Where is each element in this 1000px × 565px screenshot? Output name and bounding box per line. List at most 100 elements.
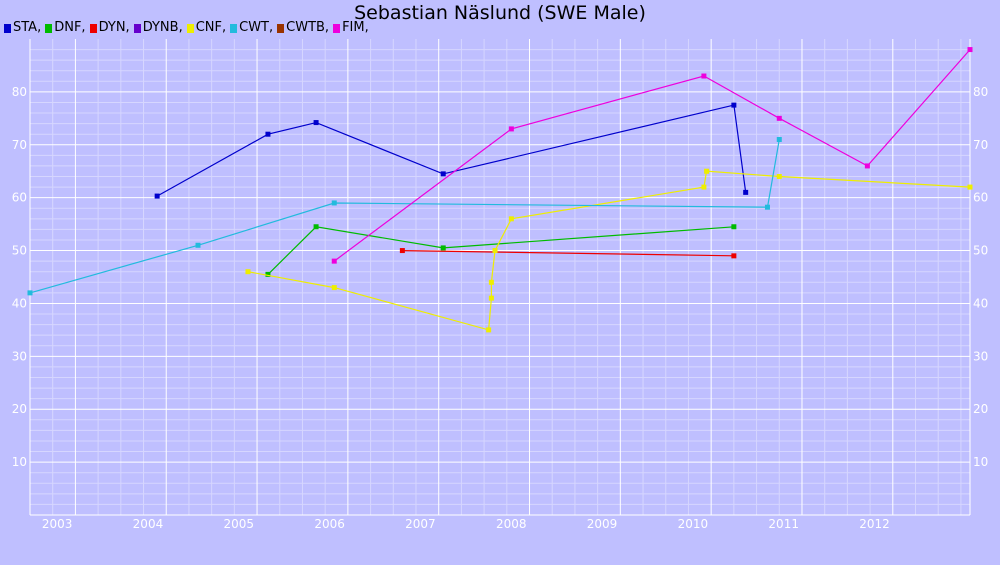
data-point — [486, 327, 492, 333]
series-line — [29, 139, 780, 294]
series-cnf — [245, 168, 973, 333]
y-tick-label-right: 20 — [973, 402, 988, 416]
legend-swatch — [186, 23, 194, 33]
y-tick-label-left: 10 — [12, 455, 27, 469]
tick-labels: 10 10 20 20 30 30 40 40 50 50 60 60 70 70 80 80 2003 2004… — [12, 85, 989, 531]
data-point — [492, 248, 498, 254]
data-point — [776, 115, 782, 121]
y-tick-label-right: 70 — [973, 138, 988, 152]
data-point — [488, 279, 494, 285]
x-tick-label: 2007 — [405, 517, 436, 531]
data-point — [508, 126, 514, 132]
data-point — [313, 224, 319, 230]
data-point — [265, 271, 271, 277]
data-point — [27, 290, 33, 296]
data-point — [776, 174, 782, 180]
y-tick-label-right: 80 — [973, 85, 988, 99]
series-line — [267, 226, 734, 275]
legend-swatch — [4, 23, 11, 33]
legend-label: FIM, — [342, 20, 369, 35]
data-point — [764, 204, 770, 210]
legend-swatch — [89, 23, 97, 33]
data-point — [154, 193, 160, 199]
legend-label: DNF, — [54, 20, 86, 35]
y-tick-label-left: 20 — [12, 402, 27, 416]
data-point — [731, 102, 737, 108]
data-point — [967, 184, 973, 190]
legend-label: STA, — [13, 20, 42, 35]
legend-item: DNF, — [45, 20, 86, 36]
legend-item: FIM, — [333, 20, 369, 36]
data-point — [508, 216, 514, 222]
data-point — [440, 171, 446, 177]
data-point — [331, 258, 337, 264]
legend-item: CWT, — [230, 20, 273, 36]
legend-label: DYN, — [98, 20, 130, 35]
data-point — [731, 224, 737, 230]
legend-label: CNF, — [195, 20, 227, 35]
y-tick-label-left: 60 — [12, 191, 27, 205]
legend-swatch — [277, 23, 285, 33]
chart-title: Sebastian Näslund (SWE Male) — [354, 2, 646, 24]
legend-label: DYNB, — [142, 20, 183, 35]
y-tick-label-right: 30 — [973, 349, 988, 363]
data-point — [440, 245, 446, 251]
x-tick-label: 2009 — [587, 517, 618, 531]
series-layer — [27, 47, 973, 333]
data-point — [331, 200, 337, 206]
legend-item: DYN, — [89, 20, 130, 36]
legend-swatch — [45, 23, 53, 33]
data-point — [399, 248, 405, 254]
data-point — [488, 295, 494, 301]
legend-item: DYNB, — [133, 20, 183, 36]
legend-item: STA, — [4, 20, 41, 36]
x-tick-label: 2005 — [224, 517, 255, 531]
legend-item: CWTB, — [277, 20, 329, 36]
data-point — [704, 168, 710, 174]
grid — [29, 39, 971, 516]
x-tick-label: 2008 — [496, 517, 527, 531]
legend-label: CWTB, — [286, 20, 330, 35]
x-tick-label: 2010 — [678, 517, 709, 531]
y-tick-label-right: 40 — [973, 296, 988, 310]
legend-item: CNF, — [186, 20, 227, 36]
series-cwt — [27, 136, 782, 296]
data-point — [731, 253, 737, 259]
y-tick-label-left: 30 — [12, 349, 27, 363]
legend-swatch — [333, 23, 341, 33]
y-tick-label-right: 60 — [973, 191, 988, 205]
data-point — [701, 184, 707, 190]
data-point — [313, 120, 319, 126]
data-point — [701, 73, 707, 79]
data-point — [776, 136, 782, 142]
x-tick-label: 2004 — [133, 517, 164, 531]
y-tick-label-left: 70 — [12, 138, 27, 152]
series-line — [156, 104, 747, 197]
data-point — [864, 163, 870, 169]
legend: STA, DNF, DYN, DYNB, CNF, CWT, CWTB, FIM, — [4, 20, 373, 36]
data-point — [967, 47, 973, 53]
legend-swatch — [230, 23, 238, 33]
data-point — [195, 242, 201, 248]
x-tick-label: 2003 — [42, 517, 73, 531]
series-line — [333, 49, 971, 262]
series-dyn — [399, 248, 737, 259]
series-fim — [331, 47, 973, 264]
x-tick-label: 2011 — [768, 517, 799, 531]
y-tick-label-left: 80 — [12, 85, 27, 99]
data-point — [265, 131, 271, 137]
x-tick-label: 2012 — [859, 517, 890, 531]
y-tick-label-left: 50 — [12, 244, 27, 258]
series-sta — [154, 102, 749, 199]
series-line — [402, 250, 734, 257]
data-point — [743, 189, 749, 195]
y-tick-label-right: 50 — [973, 244, 988, 258]
legend-label: CWT, — [239, 20, 274, 35]
data-point — [245, 269, 251, 275]
y-tick-label-left: 40 — [12, 296, 27, 310]
series-dnf — [265, 224, 737, 277]
data-point — [331, 285, 337, 291]
y-tick-label-right: 10 — [973, 455, 988, 469]
x-tick-label: 2006 — [314, 517, 345, 531]
